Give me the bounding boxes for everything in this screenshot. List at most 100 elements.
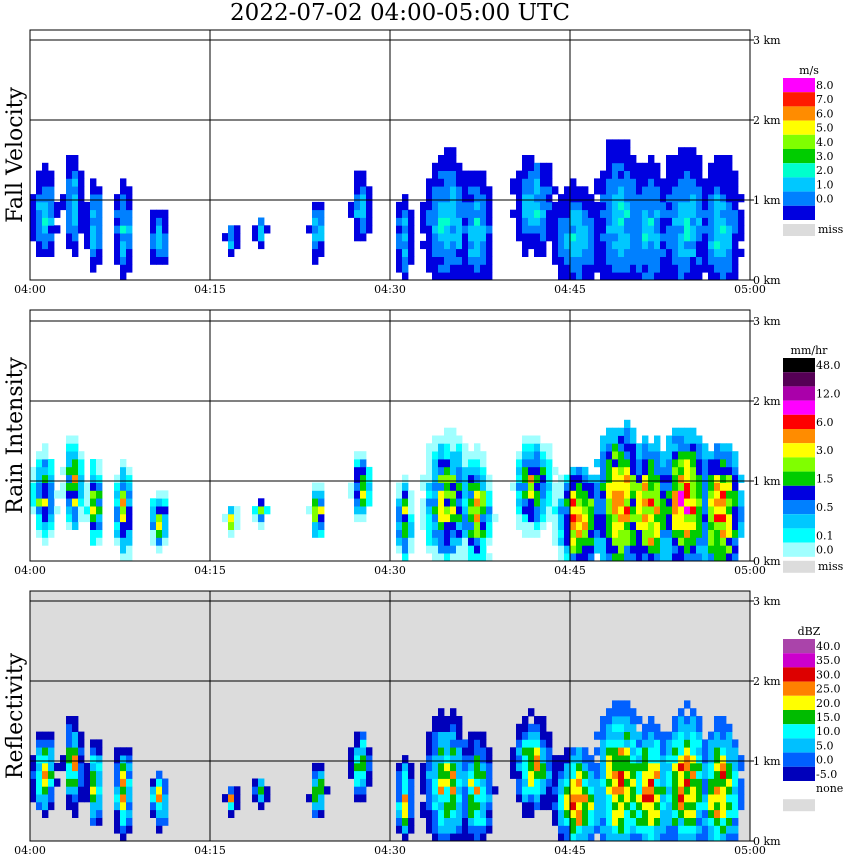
heatmap-cell	[660, 762, 667, 772]
heatmap-cell	[444, 466, 451, 476]
heatmap-cell	[444, 716, 451, 725]
heatmap-cell	[96, 778, 103, 787]
heatmap-cell	[726, 739, 733, 748]
colorbar-miss-swatch	[783, 560, 815, 573]
heatmap-cell	[738, 794, 745, 803]
heatmap-cell	[486, 794, 493, 803]
heatmap-cell	[612, 482, 619, 491]
heatmap-cell	[534, 723, 541, 732]
heatmap-cell	[468, 201, 475, 211]
heatmap-cell	[708, 794, 715, 803]
heatmap-cell	[672, 498, 679, 507]
heatmap-cell	[126, 778, 133, 787]
heatmap-cell	[30, 762, 37, 772]
heatmap-cell	[438, 186, 445, 195]
heatmap-cell	[120, 209, 127, 218]
heatmap-cell	[636, 209, 643, 218]
heatmap-cell	[408, 233, 415, 242]
heatmap-cell	[444, 240, 451, 250]
heatmap-cell	[318, 225, 325, 234]
heatmap-cell	[72, 451, 79, 460]
heatmap-cell	[726, 825, 733, 834]
heatmap-cell	[432, 240, 439, 250]
heatmap-cell	[540, 451, 547, 460]
heatmap-cell	[624, 513, 631, 523]
heatmap-cell	[36, 801, 43, 811]
heatmap-cell	[654, 194, 661, 203]
heatmap-cell	[126, 490, 133, 499]
heatmap-cell	[552, 770, 559, 779]
heatmap-cell	[732, 233, 739, 242]
heatmap-cell	[642, 794, 649, 803]
colorbar-swatch	[783, 710, 815, 725]
heatmap-cell	[450, 155, 457, 164]
heatmap-cell	[312, 762, 319, 772]
heatmap-cell	[36, 482, 43, 491]
heatmap-cell	[576, 747, 583, 756]
heatmap-cell	[690, 755, 697, 764]
heatmap-cell	[348, 209, 355, 218]
heatmap-cell	[48, 178, 55, 187]
heatmap-cell	[546, 747, 553, 756]
heatmap-cell	[714, 770, 721, 779]
heatmap-cell	[162, 240, 169, 250]
heatmap-cell	[48, 739, 55, 748]
heatmap-cell	[528, 506, 535, 515]
heatmap-cell	[636, 233, 643, 242]
heatmap-cell	[738, 786, 745, 795]
heatmap-cell	[114, 498, 121, 507]
heatmap-cell	[690, 170, 697, 179]
heatmap-cell	[570, 506, 577, 515]
heatmap-cell	[30, 770, 37, 779]
heatmap-cell	[480, 178, 487, 187]
heatmap-cell	[732, 521, 739, 530]
heatmap-cell	[720, 194, 727, 203]
heatmap-cell	[72, 809, 79, 818]
heatmap-cell	[72, 801, 79, 811]
heatmap-cell	[72, 209, 79, 218]
heatmap-cell	[42, 794, 49, 803]
colorbar-label: 1.5	[816, 473, 834, 486]
heatmap-cell	[114, 513, 121, 523]
heatmap-cell	[714, 778, 721, 787]
heatmap-cell	[534, 794, 541, 803]
heatmap-cell	[648, 233, 655, 242]
heatmap-cell	[42, 459, 49, 468]
heatmap-cell	[702, 801, 709, 811]
colorbar-label: 40.0	[816, 640, 841, 653]
heatmap-cell	[708, 194, 715, 203]
heatmap-cell	[594, 459, 601, 468]
heatmap-cell	[642, 217, 649, 226]
heatmap-cell	[348, 770, 355, 779]
heatmap-cell	[726, 762, 733, 772]
heatmap-cell	[642, 801, 649, 811]
heatmap-cell	[558, 474, 565, 483]
heatmap-cell	[450, 545, 457, 554]
heatmap-cell	[606, 466, 613, 476]
heatmap-cell	[702, 466, 709, 476]
heatmap-cell	[624, 731, 631, 740]
heatmap-cell	[438, 708, 445, 717]
heatmap-cell	[78, 178, 85, 187]
heatmap-cell	[456, 545, 463, 554]
heatmap-cell	[696, 817, 703, 826]
heatmap-cell	[156, 770, 163, 779]
heatmap-cell	[90, 256, 97, 265]
heatmap-cell	[402, 778, 409, 787]
heatmap-cell	[660, 529, 667, 538]
heatmap-cell	[72, 716, 79, 725]
heatmap-cell	[468, 451, 475, 460]
heatmap-cell	[462, 482, 469, 491]
heatmap-cell	[90, 778, 97, 787]
heatmap-cell	[600, 443, 607, 452]
heatmap-cell	[66, 498, 73, 507]
heatmap-cell	[678, 427, 685, 436]
heatmap-cell	[84, 225, 91, 234]
heatmap-cell	[402, 817, 409, 826]
heatmap-cell	[318, 482, 325, 491]
heatmap-cell	[696, 225, 703, 234]
heatmap-cell	[72, 731, 79, 740]
heatmap-cell	[702, 794, 709, 803]
